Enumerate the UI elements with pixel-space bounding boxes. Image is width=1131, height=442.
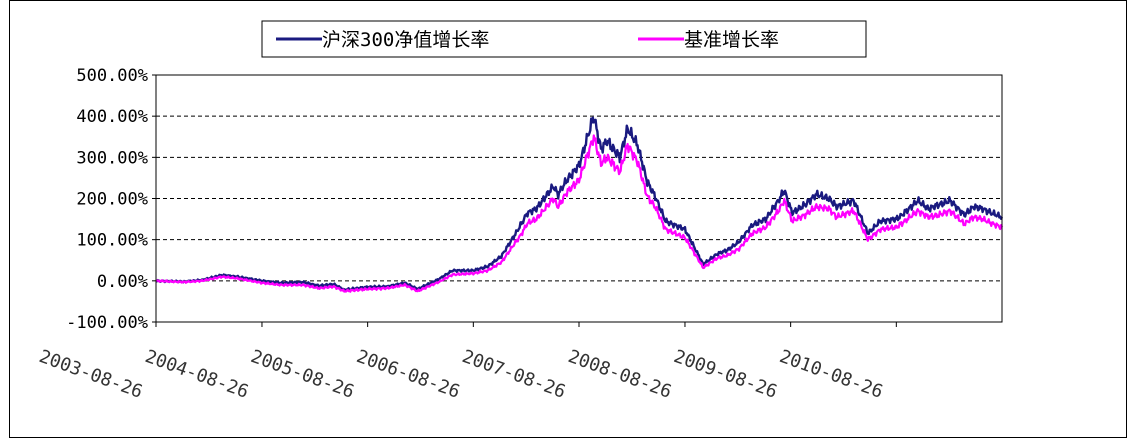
y-tick-label: 0.00% [97, 272, 148, 292]
legend-label: 沪深300净值增长率 [322, 29, 489, 51]
line-chart: 500.00% 400.00% 300.00% 200.00% 100.00% 0.00%… [36, 20, 1004, 403]
x-tick-label: 2004-08-26 [142, 346, 251, 403]
grid-lines [156, 115, 1002, 282]
y-axis-ticks: 500.00% 400.00% 300.00% 200.00% 100.00% 0.00%… [66, 66, 156, 333]
x-tick-label: 2006-08-26 [354, 346, 463, 403]
x-tick-label: 2010-08-26 [777, 346, 886, 403]
x-tick-label: 2005-08-26 [248, 346, 357, 403]
y-tick-label: 200.00% [76, 190, 148, 210]
chart-frame: 500.00% 400.00% 300.00% 200.00% 100.00% 0.00%… [9, 0, 1127, 438]
x-tick-label: 2009-08-26 [671, 346, 780, 403]
legend: 沪深300净值增长率 基准增长率 [261, 20, 867, 58]
x-axis-ticks: 2003-08-262004-08-262005-08-262006-08-26… [36, 322, 897, 403]
legend-box [261, 20, 867, 58]
series-line-nav [155, 116, 1004, 292]
series-line-benchmark [155, 134, 1004, 293]
y-tick-label: -100.00% [66, 313, 148, 333]
x-tick-label: 2007-08-26 [459, 346, 568, 403]
y-tick-label: 400.00% [76, 107, 148, 127]
legend-label: 基准增长率 [684, 29, 779, 51]
y-tick-label: 100.00% [76, 231, 148, 251]
series-lines [155, 116, 1004, 293]
y-tick-label: 300.00% [76, 148, 148, 168]
y-tick-label: 500.00% [76, 66, 148, 86]
x-tick-label: 2003-08-26 [36, 346, 145, 403]
x-tick-label: 2008-08-26 [565, 346, 674, 403]
